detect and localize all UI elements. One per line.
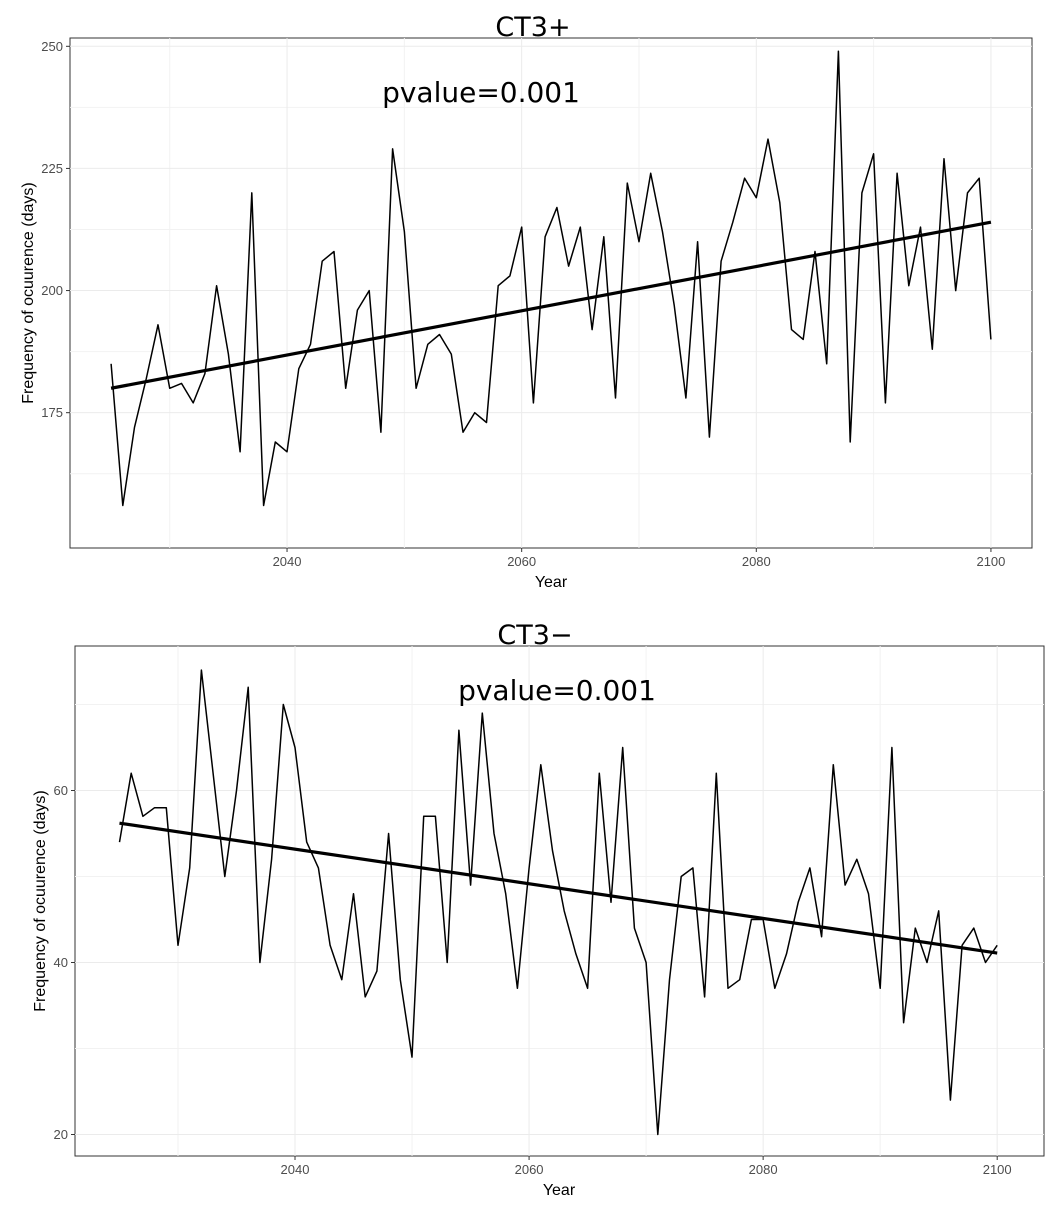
- series-line-frequency: [110, 50, 992, 507]
- x-tick-label: 2040: [273, 554, 302, 569]
- y-axis-label: Frequency of ocuurence (days): [20, 182, 37, 403]
- y-axis-label: Frequency of ocuurence (days): [32, 790, 49, 1011]
- plot-panel: [69, 37, 1033, 549]
- y-tick-label: 225: [41, 161, 63, 176]
- x-tick-label: 2080: [742, 554, 771, 569]
- y-tick-label: 175: [41, 405, 63, 420]
- series-line-frequency: [118, 669, 998, 1136]
- y-tick-label: 250: [41, 39, 63, 54]
- chart-title: CT3−: [497, 620, 572, 651]
- x-tick-label: 2060: [507, 554, 536, 569]
- pvalue-annotation: pvalue=0.001: [458, 674, 656, 707]
- trend-line: [119, 821, 998, 955]
- grid: [75, 646, 1044, 1156]
- x-tick-label: 2040: [281, 1162, 310, 1177]
- x-axis-label: Year: [535, 574, 568, 591]
- chart-title: CT3+: [495, 12, 570, 43]
- x-tick-label: 2080: [749, 1162, 778, 1177]
- x-tick-label: 2100: [983, 1162, 1012, 1177]
- data-marks: [110, 50, 992, 507]
- data-marks: [118, 669, 998, 1136]
- chart-ct3-plus: 2040 2060 2080 2100 175 200 225 250 CT3+ pvalue…: [20, 12, 1033, 591]
- grid: [70, 38, 1032, 548]
- plot-panel: [74, 645, 1045, 1157]
- x-tick-label: 2100: [976, 554, 1005, 569]
- pvalue-annotation: pvalue=0.001: [382, 76, 580, 109]
- x-tick-label: 2060: [515, 1162, 544, 1177]
- x-axis-label: Year: [543, 1182, 576, 1199]
- y-tick-label: 40: [54, 955, 68, 970]
- axis-ticks: 2040 2060 2080 2100 175 200 225 250: [41, 39, 1005, 569]
- y-tick-label: 60: [54, 783, 68, 798]
- y-tick-label: 200: [41, 283, 63, 298]
- y-tick-label: 20: [54, 1127, 68, 1142]
- trend-line: [110, 220, 992, 390]
